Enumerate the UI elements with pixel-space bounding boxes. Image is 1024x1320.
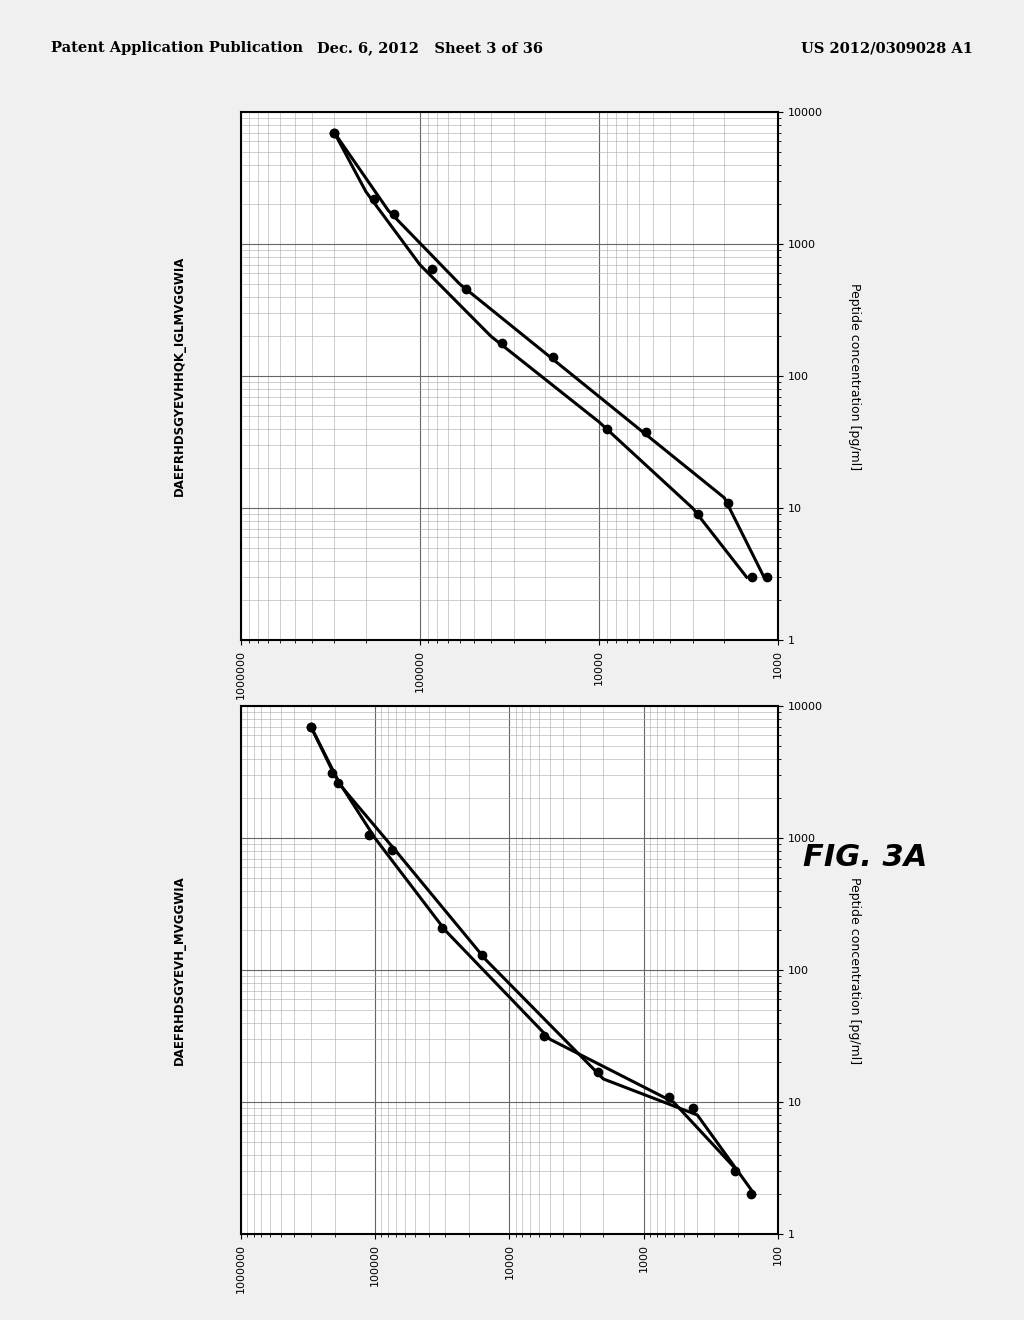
Text: DAEFRHDSGYEVH_MVGGWIA: DAEFRHDSGYEVH_MVGGWIA	[173, 875, 185, 1065]
Y-axis label: Peptide concentration [pg/ml]: Peptide concentration [pg/ml]	[848, 876, 861, 1064]
Text: DAEFRHDSGYEVHHQK_IGLMVGGWIA: DAEFRHDSGYEVHHQK_IGLMVGGWIA	[173, 256, 185, 496]
Text: US 2012/0309028 A1: US 2012/0309028 A1	[801, 41, 973, 55]
Text: Patent Application Publication: Patent Application Publication	[51, 41, 303, 55]
Text: FIG. 3A: FIG. 3A	[803, 843, 928, 873]
Text: Dec. 6, 2012   Sheet 3 of 36: Dec. 6, 2012 Sheet 3 of 36	[317, 41, 543, 55]
Y-axis label: Peptide concentration [pg/ml]: Peptide concentration [pg/ml]	[848, 282, 861, 470]
